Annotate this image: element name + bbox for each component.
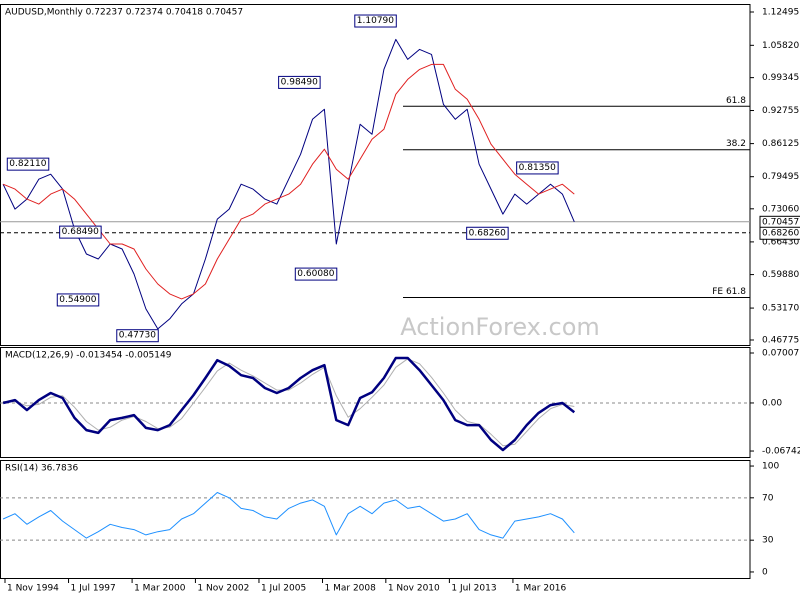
- annotation-label: 0.47730: [119, 331, 156, 341]
- label-box: [516, 161, 559, 175]
- y-tick-label: 1.12495: [762, 8, 799, 18]
- label-box: [759, 226, 800, 240]
- panel-title: MACD(12,26,9) -0.013454 -0.005149: [5, 351, 172, 361]
- level-label: 38.2: [726, 139, 746, 149]
- x-tick-label: 1 Mar 2000: [134, 584, 186, 594]
- series-line: [2, 492, 575, 539]
- x-tick-label: 1 Mar 2008: [325, 584, 377, 594]
- y-tick-label: 0.79495: [762, 172, 799, 182]
- annotation-label: 0.82110: [9, 159, 46, 169]
- series-line: [2, 38, 575, 330]
- y-tick-label: 0: [762, 567, 768, 577]
- label-box: [278, 75, 321, 89]
- level-label: 61.8: [726, 96, 746, 106]
- x-tick-label: 1 Mar 2016: [515, 584, 567, 594]
- y-tick-label: 0.070071: [762, 349, 800, 359]
- label-box: [59, 225, 102, 239]
- x-tick-label: 1 Jul 1997: [71, 584, 116, 594]
- panel-frame: [0, 460, 751, 579]
- label-box: [466, 226, 509, 240]
- annotation-label: 1.10790: [357, 16, 394, 26]
- x-tick-label: 1 Jul 2005: [261, 584, 306, 594]
- panel-frame: [0, 4, 751, 346]
- y-tick-label: 70: [762, 493, 774, 503]
- annotation-label: 0.81350: [519, 163, 556, 173]
- label-box: [354, 14, 397, 28]
- price-marker-label: 0.70457: [762, 217, 799, 227]
- y-tick-label: 0.92755: [762, 106, 799, 116]
- annotation-label: 0.54900: [59, 295, 96, 305]
- watermark: ActionForex.com: [400, 313, 600, 341]
- y-tick-label: -0.067423: [762, 447, 800, 457]
- annotation-label: 0.68490: [62, 227, 99, 237]
- y-tick-label: 0.73060: [762, 204, 799, 214]
- x-tick-label: 1 Jul 2013: [451, 584, 496, 594]
- y-tick-label: 0.59880: [762, 270, 799, 280]
- level-label: FE 61.8: [712, 287, 746, 297]
- annotation-label: 0.60080: [297, 269, 334, 279]
- label-box: [6, 157, 50, 171]
- panel-title: AUDUSD,Monthly 0.72237 0.72374 0.70418 0…: [5, 8, 243, 18]
- x-tick-label: 1 Nov 1994: [7, 584, 59, 594]
- x-tick-label: 1 Nov 2002: [197, 584, 249, 594]
- annotation-label: 0.68260: [469, 228, 506, 238]
- y-tick-label: 0.86125: [762, 139, 799, 149]
- panel-title: RSI(14) 36.7836: [5, 464, 78, 474]
- y-tick-label: 0.66430: [762, 237, 799, 247]
- annotation-label: 0.98490: [281, 77, 318, 87]
- label-box: [294, 267, 338, 281]
- y-tick-label: 30: [762, 536, 774, 546]
- y-tick-label: 0.00: [762, 398, 782, 408]
- y-tick-label: 0.46775: [762, 335, 799, 345]
- label-box: [56, 293, 100, 307]
- label-box: [116, 329, 159, 343]
- y-tick-label: 1.05820: [762, 41, 799, 51]
- series-line: [2, 356, 576, 452]
- y-tick-label: 100: [762, 462, 779, 472]
- price-marker-label: 0.68260: [762, 228, 799, 238]
- y-tick-label: 0.53170: [762, 304, 799, 314]
- y-tick-label: 0.99345: [762, 73, 799, 83]
- x-tick-label: 1 Nov 2010: [388, 584, 440, 594]
